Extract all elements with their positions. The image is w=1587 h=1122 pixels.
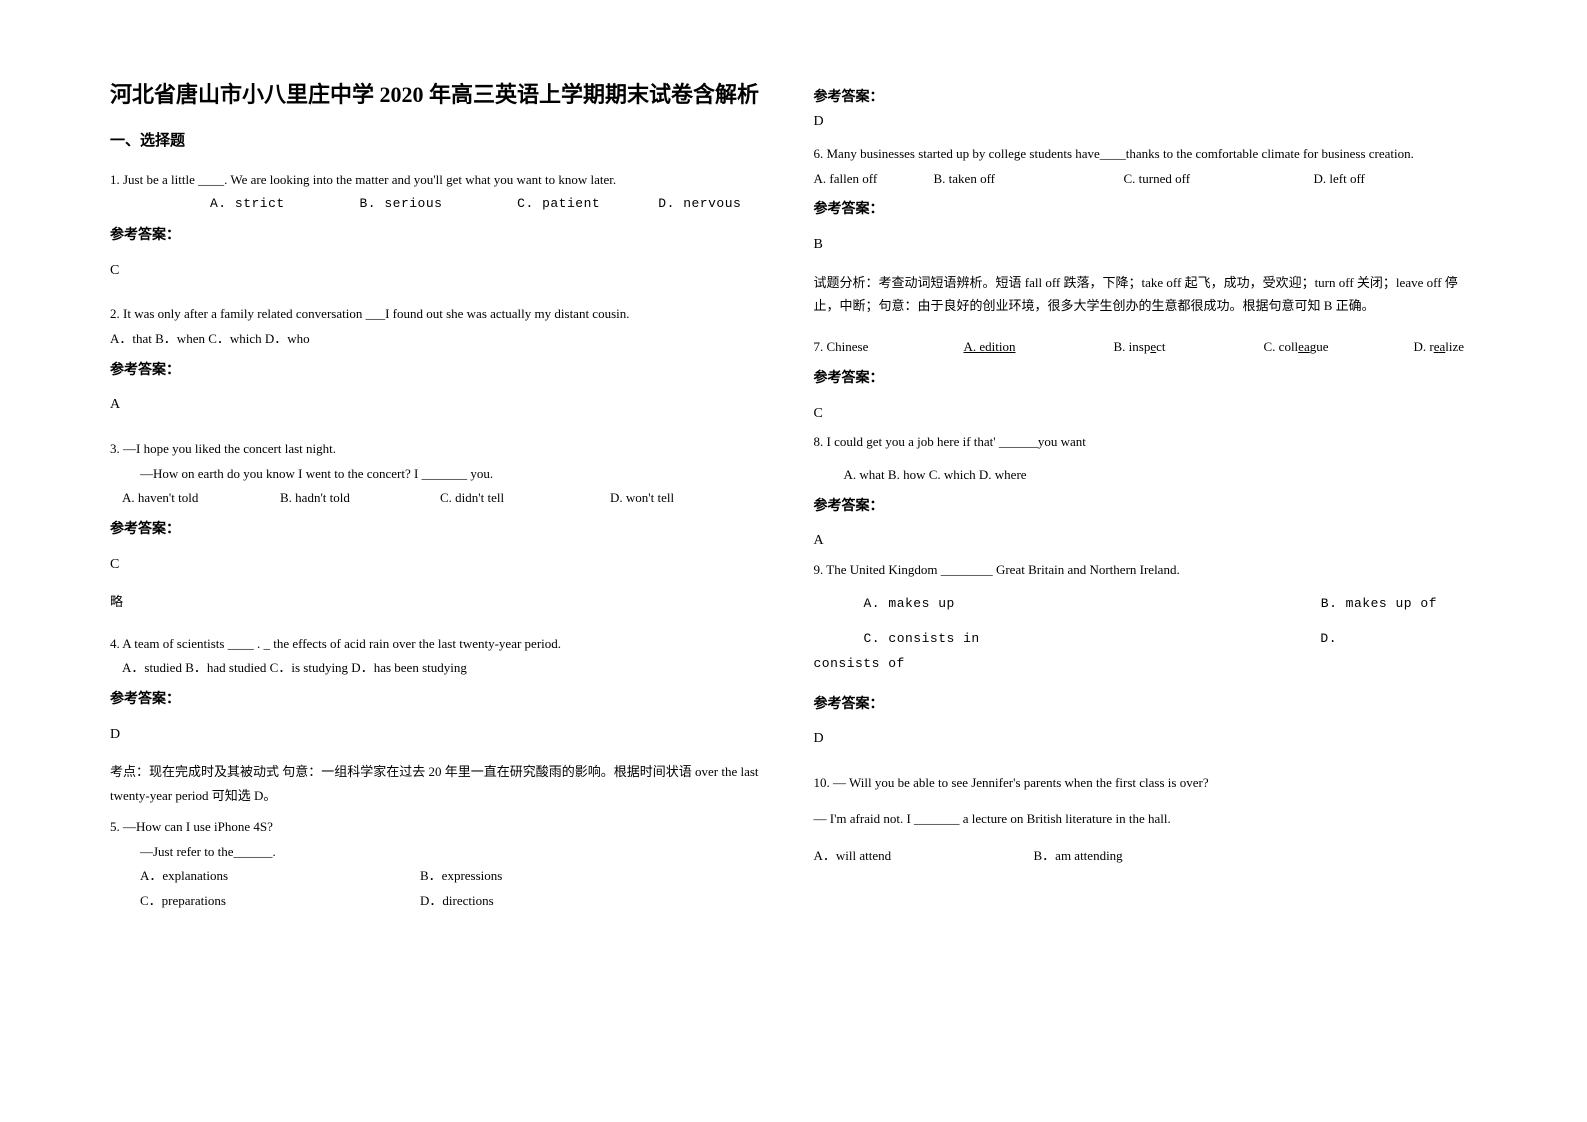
option-a: A. edition (964, 335, 1114, 360)
question-row: 7. Chinese A. edition B. inspect C. coll… (814, 335, 1478, 360)
option-b: B. inspect (1114, 335, 1264, 360)
option-b: B. serious (359, 196, 442, 211)
question-5: 5. —How can I use iPhone 4S? —Just refer… (110, 815, 774, 914)
question-text: 6. Many businesses started up by college… (814, 142, 1478, 167)
question-4: 4. A team of scientists ____ . _ the eff… (110, 632, 774, 807)
question-text: 1. Just be a little ____. We are looking… (110, 168, 774, 193)
question-text: 5. —How can I use iPhone 4S? (110, 815, 774, 840)
question-text: 3. —I hope you liked the concert last ni… (110, 437, 774, 462)
option-c: C. didn't tell (440, 486, 610, 511)
answer-value: C (110, 258, 774, 285)
option-a: A．will attend (814, 844, 1034, 869)
option-d: D．directions (420, 889, 494, 914)
answer-label: 参考答案： (814, 366, 1478, 393)
options-row-1: A．explanations B．expressions (110, 864, 774, 889)
options: A．studied B．had studied C．is studying D．… (122, 660, 467, 675)
analysis-text: 试题分析：考查动词短语辨析。短语 fall off 跌落，下降；take off… (814, 271, 1478, 318)
option-b: B. hadn't told (280, 486, 440, 511)
option-a: A. strict (210, 196, 285, 211)
option-c: C. consists in (814, 627, 980, 652)
answer-value: C (110, 552, 774, 579)
question-text: 2. It was only after a family related co… (110, 302, 774, 327)
options-row: A. haven't told B. hadn't told C. didn't… (110, 486, 774, 511)
option-c: C. turned off (1124, 167, 1314, 192)
options-row: A．will attend B．am attending (814, 844, 1478, 869)
question-text: 4. A team of scientists ____ . _ the eff… (110, 632, 774, 657)
section-heading: 一、选择题 (110, 129, 774, 150)
question-6: 6. Many businesses started up by college… (814, 142, 1478, 317)
answer-label: 参考答案： (814, 494, 1478, 521)
right-column: 参考答案： D 6. Many businesses started up by… (794, 80, 1498, 1082)
options-row-2: C．preparations D．directions (110, 889, 774, 914)
answer-label: 参考答案： (110, 358, 774, 385)
left-column: 河北省唐山市小八里庄中学 2020 年高三英语上学期期末试卷含解析 一、选择题 … (90, 80, 794, 1082)
option-c: C．preparations (140, 889, 420, 914)
options-row: A. fallen off B. taken off C. turned off… (814, 167, 1478, 192)
omit-text: 略 (110, 590, 774, 613)
option-a: A．explanations (140, 864, 420, 889)
answer-label: 参考答案： (110, 223, 774, 250)
options-row: A. strict B. serious C. patient D. nervo… (110, 192, 774, 217)
question-line2: —How on earth do you know I went to the … (110, 462, 774, 487)
question-text: 7. Chinese (814, 335, 964, 360)
answer-value: A (110, 392, 774, 419)
question-text: 8. I could get you a job here if that' _… (814, 430, 1478, 455)
option-d: D. left off (1314, 167, 1365, 192)
option-b: B. makes up of (1321, 592, 1437, 617)
options-row: A．that B．when C．which D．who (110, 327, 774, 352)
question-3: 3. —I hope you liked the concert last ni… (110, 437, 774, 614)
answer-value: C (814, 401, 1478, 428)
option-a: A. haven't told (110, 486, 280, 511)
question-9: 9. The United Kingdom ________ Great Bri… (814, 558, 1478, 753)
question-text: 10. — Will you be able to see Jennifer's… (814, 771, 1478, 796)
option-b: B．expressions (420, 864, 502, 889)
answer-value: D (814, 726, 1478, 753)
analysis-text: 考点：现在完成时及其被动式 句意：一组科学家在过去 20 年里一直在研究酸雨的影… (110, 760, 774, 807)
answer-value: D (110, 722, 774, 749)
answer-label: 参考答案： (814, 692, 1478, 719)
option-d: D. nervous (658, 196, 741, 211)
option-c: C. patient (517, 196, 600, 211)
question-8: 8. I could get you a job here if that' _… (814, 430, 1478, 555)
question-2: 2. It was only after a family related co… (110, 302, 774, 419)
options-row: A．studied B．had studied C．is studying D．… (110, 656, 774, 681)
options-row-1: A. makes up B. makes up of (814, 592, 1478, 617)
question-text: 9. The United Kingdom ________ Great Bri… (814, 558, 1478, 583)
option-d: D. realize (1414, 335, 1465, 360)
answer-value: A (814, 528, 1478, 555)
option-c: C. colleague (1264, 335, 1414, 360)
option-a: A. fallen off (814, 167, 934, 192)
option-d-text: consists of (814, 652, 1478, 677)
option-b: B. taken off (934, 167, 1124, 192)
option-d-prefix: D. (1320, 627, 1437, 652)
options-row-2: C. consists in D. (814, 627, 1478, 652)
answer-label: 参考答案： (110, 517, 774, 544)
answer-value: D (814, 114, 1478, 130)
answer-label: 参考答案： (814, 197, 1478, 224)
question-7: 7. Chinese A. edition B. inspect C. coll… (814, 335, 1478, 427)
option-d: D. won't tell (610, 486, 674, 511)
option-b: B．am attending (1034, 844, 1123, 869)
question-1: 1. Just be a little ____. We are looking… (110, 168, 774, 285)
answer-label: 参考答案： (814, 86, 1478, 106)
options-row: A. what B. how C. which D. where (814, 463, 1478, 488)
answer-value: B (814, 232, 1478, 259)
answer-label: 参考答案： (110, 687, 774, 714)
question-line2: —Just refer to the______. (110, 840, 774, 865)
question-line2: — I'm afraid not. I _______ a lecture on… (814, 807, 1478, 832)
option-a: A. makes up (814, 592, 955, 617)
exam-title: 河北省唐山市小八里庄中学 2020 年高三英语上学期期末试卷含解析 (110, 80, 774, 111)
question-10: 10. — Will you be able to see Jennifer's… (814, 771, 1478, 869)
